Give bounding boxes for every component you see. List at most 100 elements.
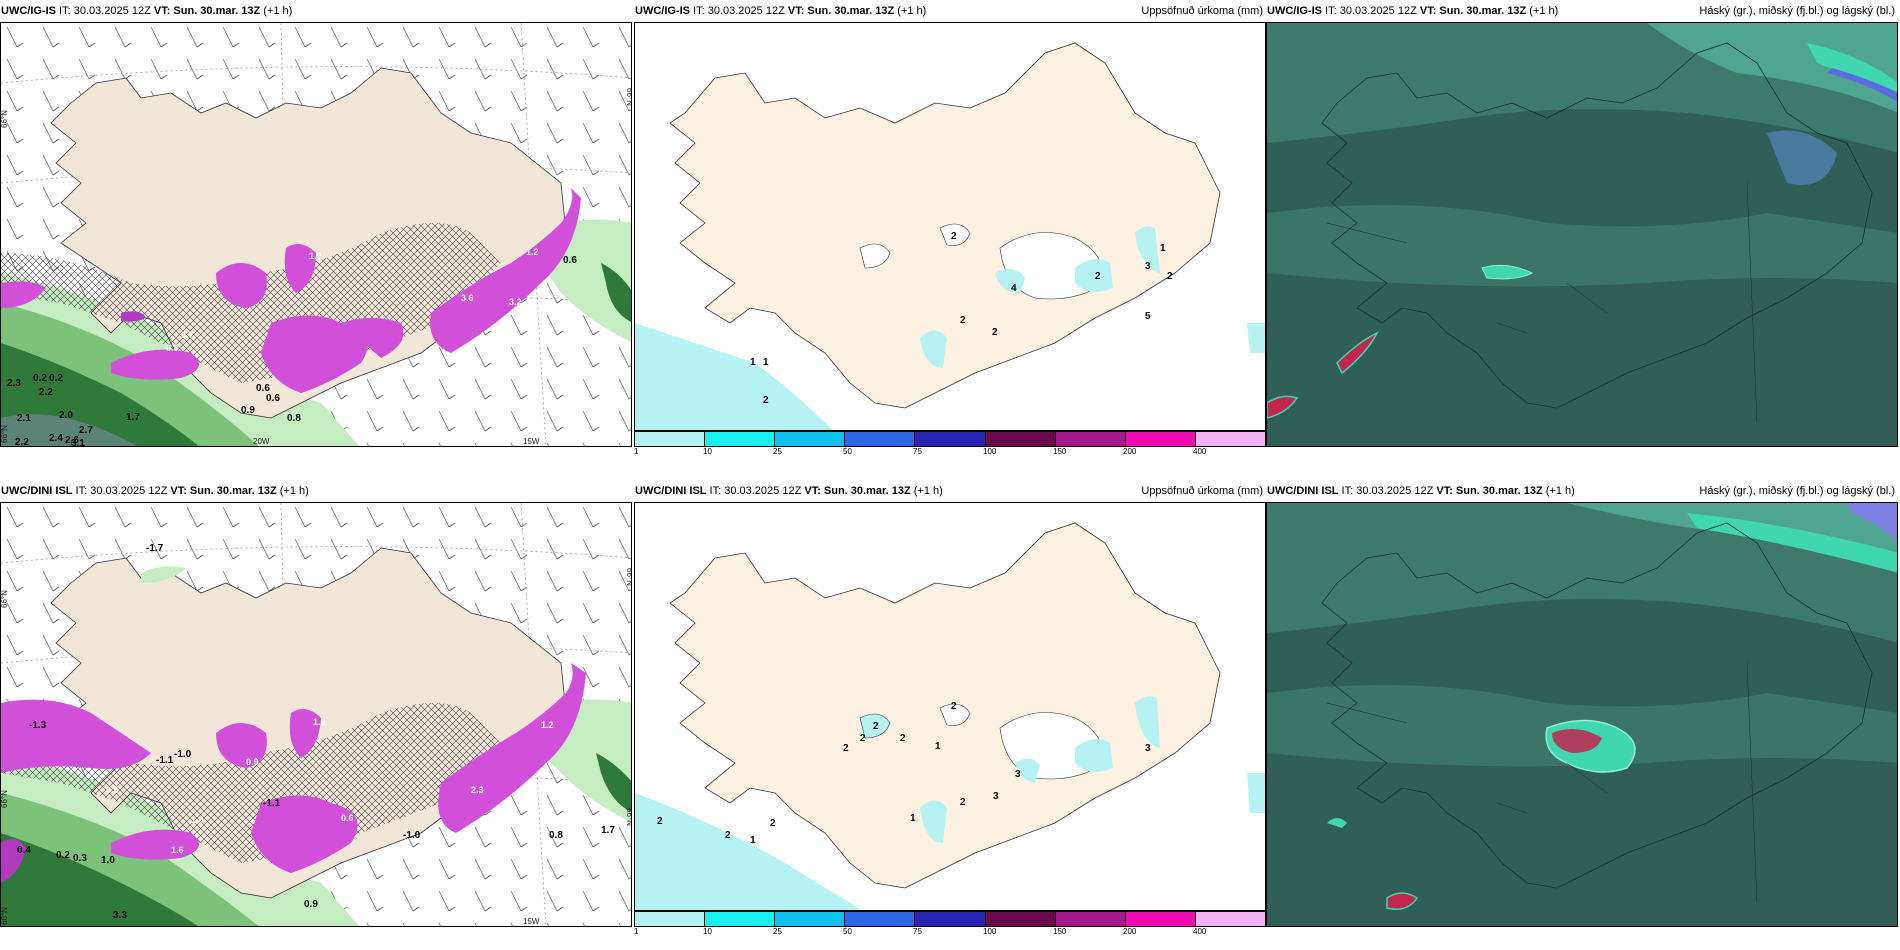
precip-label: 2 [900, 733, 906, 744]
precip-legend: 1 10 25 50 75 100 150 200 400 [634, 431, 1266, 456]
valid-time-label: VT: [787, 5, 805, 17]
precip-label: 2 [951, 701, 957, 712]
temp-label: 2.2 [39, 387, 53, 398]
legend-swatch [985, 432, 1056, 446]
temp-label: 1.0 [191, 815, 204, 825]
iceland-outline [1321, 42, 1873, 409]
clouds-map-svg [1267, 23, 1897, 446]
legend-tick: 75 [913, 927, 922, 936]
precip-legend: 1 10 25 50 75 100 150 200 400 [634, 911, 1266, 936]
temp-label: 0.2 [33, 373, 47, 384]
temp-label: -1.1 [263, 798, 281, 809]
field-title: Háský (gr.), miðský (fj.bl.) og lágský (… [1699, 485, 1895, 497]
model-name: UWC/DINI ISL [1267, 485, 1339, 497]
legend-swatch [915, 432, 986, 446]
legend-swatch [915, 912, 986, 926]
lat-label-66n: 66°N [1, 110, 9, 128]
temp-label: 2.0 [59, 410, 73, 421]
legend-colorbar [634, 431, 1266, 447]
legend-swatch [1055, 912, 1126, 926]
panel-wind-temp-row1: UWC/IG-IS IT: 30.03.2025 12Z VT: Sun. 30… [0, 0, 632, 447]
legend-tick: 10 [703, 927, 712, 936]
map-clouds[interactable] [1266, 22, 1898, 447]
temp-label: 2.1 [17, 413, 31, 424]
legend-swatch [1055, 432, 1126, 446]
temp-label: 1.7 [601, 825, 615, 836]
precip-label: 2 [770, 818, 776, 829]
precip-label: 3 [1015, 769, 1021, 780]
temp-label: 0.4 [17, 845, 31, 856]
legend-swatch [1195, 432, 1265, 446]
lon-label-15w: 15W [523, 917, 540, 926]
precip-label: 2 [960, 315, 966, 326]
temp-label: -1.0 [174, 749, 192, 760]
valid-time-label: VT: [1436, 485, 1453, 497]
temp-label: 0.6 [563, 255, 577, 266]
field-title: Uppsöfnuð úrkoma (mm) [1141, 5, 1263, 17]
temp-label: 3.6 [461, 293, 474, 303]
temp-label: -1.7 [146, 543, 164, 554]
temp-label: 2.4 [49, 433, 63, 444]
map-clouds[interactable] [1266, 502, 1898, 927]
map-wind-temp[interactable]: 0.2 0.2 2.3 2.2 2.1 2.0 1.7 2.4 2.6 2.7 … [0, 22, 632, 447]
temp-label: 0.8 [549, 830, 563, 841]
legend-swatch [845, 432, 916, 446]
legend-tick: 50 [843, 447, 852, 456]
valid-time: Sun. 30.mar. 13Z [1436, 5, 1527, 17]
init-time: IT: 30.03.2025 12Z [1338, 485, 1437, 497]
precip-label: 2 [873, 721, 879, 732]
precip-label: 1 [1160, 243, 1166, 254]
temp-label: 2.3 [471, 785, 484, 795]
legend-tick: 400 [1193, 927, 1207, 936]
legend-tick: 100 [983, 927, 997, 936]
temp-label: 0.8 [287, 413, 301, 424]
panel-wind-temp-row2: UWC/DINI ISL IT: 30.03.2025 12Z VT: Sun.… [0, 480, 632, 927]
precip-label: 3 [1145, 743, 1151, 754]
lead-time: (+1 h) [1542, 485, 1575, 497]
lat-label-66n: 66°N [1, 425, 9, 443]
panel-header: UWC/DINI ISL IT: 30.03.2025 12Z VT: Sun.… [1266, 480, 1898, 502]
temp-label: 0.6 [256, 383, 270, 394]
valid-time-label: VT: [804, 485, 821, 497]
legend-swatch [845, 912, 916, 926]
legend-colorbar [634, 911, 1266, 927]
legend-swatch [985, 912, 1056, 926]
panel-header: UWC/IG-IS IT: 30.03.2025 12Z VT: Sun. 30… [0, 0, 632, 22]
valid-time-label: VT: [170, 485, 187, 497]
valid-time-label: VT: [153, 5, 171, 17]
precip-label: 2 [657, 816, 663, 827]
temp-label: 3.3 [113, 910, 127, 921]
temp-label: 0.6 [341, 813, 354, 823]
precip-label: 2 [1095, 271, 1101, 282]
iceland-land [669, 42, 1221, 409]
lat-label-66n: 66°N [625, 808, 632, 826]
init-time: IT: 30.03.2025 12Z [56, 5, 154, 17]
temp-label: -1.0 [403, 830, 421, 841]
init-time: IT: 30.03.2025 12Z [1322, 5, 1420, 17]
lat-label-66n: 66°N [625, 88, 632, 106]
map-precip[interactable]: 2 2 2 2 2 1 3 3 3 2 1 2 2 1 2 [634, 502, 1266, 911]
lat-label-66n: 66°N [1, 790, 9, 808]
model-name: UWC/IG-IS [1, 5, 56, 17]
precip-map-svg: 2 2 2 4 2 3 5 1 2 1 1 2 [635, 42, 1265, 430]
legend-swatch [635, 432, 706, 446]
map-precip[interactable]: 2 2 2 4 2 3 5 1 2 1 1 2 [634, 22, 1266, 431]
model-name: UWC/IG-IS [1267, 5, 1322, 17]
legend-swatch [1125, 432, 1196, 446]
valid-time-label: VT: [1419, 5, 1437, 17]
legend-tick: 150 [1053, 927, 1067, 936]
legend-tick-labels: 1 10 25 50 75 100 150 200 400 [634, 447, 1266, 457]
precip-label: 1 [750, 357, 756, 368]
map-wind-temp[interactable]: -1.3 -1.1 -1.0 0.4 0.2 0.3 1.0 3.3 0.9 0… [0, 502, 632, 927]
precip-label: 4 [1011, 283, 1017, 294]
precip-label: 1 [910, 813, 916, 824]
panel-header: UWC/DINI ISL IT: 30.03.2025 12Z VT: Sun.… [634, 480, 1266, 502]
legend-tick: 75 [913, 447, 922, 456]
precip-label: 1 [935, 741, 941, 752]
temp-label: -1.3 [29, 720, 47, 731]
iceland-outline [1321, 522, 1873, 889]
panel-header: UWC/IG-IS IT: 30.03.2025 12Z VT: Sun. 30… [1266, 0, 1898, 22]
valid-time: Sun. 30.mar. 13Z [820, 485, 911, 497]
legend-tick: 1 [634, 927, 639, 936]
precip-label: 2 [843, 743, 849, 754]
